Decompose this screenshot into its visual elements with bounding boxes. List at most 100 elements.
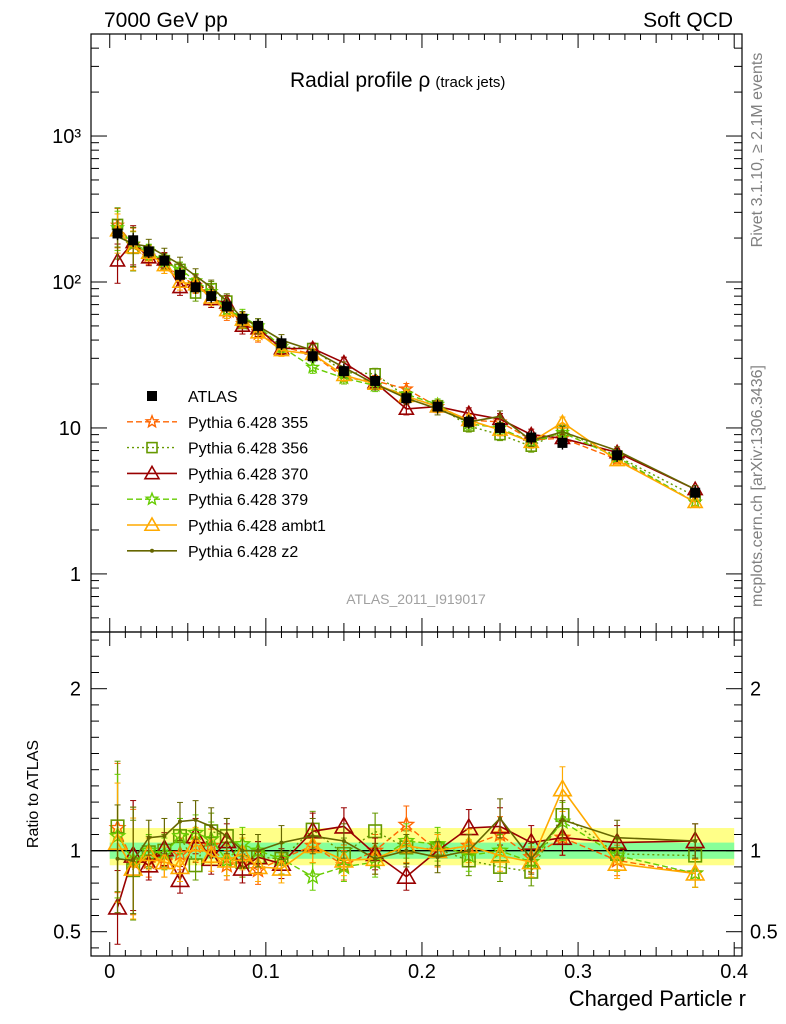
ratio-pythia-6-428-z2-point (404, 848, 409, 853)
header-left: 7000 GeV pp (104, 9, 228, 32)
main-series-group (109, 207, 704, 509)
ratio-pythia-6-428-z2-point (240, 848, 245, 853)
atlas-data-point (190, 282, 201, 293)
x-tick-label: 0.2 (408, 961, 436, 983)
ratio-pythia-6-428-ambt1-point (247, 856, 269, 875)
main-pythia-6-428-z2-point (193, 273, 198, 278)
ratio-pythia-6-428-ambt1-point (333, 850, 355, 868)
atlas-data-point (690, 487, 701, 498)
main-pythia-6-428-z2-line (117, 235, 696, 491)
ratio-pythia-6-428-z2-point (256, 848, 261, 853)
ratio-pythia-6-428-ambt1-point (201, 845, 222, 863)
main-title: Radial profile ρ (track jets) (290, 69, 505, 92)
legend-marker-pythia-6-428-ambt1 (143, 516, 161, 532)
legend-label: Pythia 6.428 355 (188, 415, 308, 432)
ratio-plot-frame (90, 631, 743, 957)
ratio-pythia-6-428-ambt1-point (169, 856, 191, 875)
ratio-pythia-6-428-z2-point (131, 858, 136, 863)
ratio-pythia-6-428-ambt1-point (552, 778, 573, 797)
ratio-pythia-6-428-ambt1-point (489, 845, 511, 863)
legend: ATLAS Pythia 6.428 355 Pythia 6.428 356 Pyt… (127, 389, 326, 561)
ratio-pythia-6-428-z2-point (498, 816, 503, 821)
ratio-pythia-6-428-ambt1-point (154, 851, 175, 870)
atlas-data-point (370, 375, 381, 386)
ratio-pythia-6-428-ambt1-line (116, 787, 696, 875)
ratio-pythia-6-428-370-point (169, 869, 191, 888)
y-tick-label-ratio-right: 2 (750, 679, 761, 701)
legend-marker-pythia-6-428-z2 (150, 548, 154, 553)
ratio-pythia-6-428-z2-point (115, 856, 120, 861)
ratio-pythia-6-428-370-point (107, 897, 128, 915)
ratio-pythia-6-428-z2-point (435, 855, 440, 860)
ratio-pythia-6-428-z2-point (693, 838, 698, 843)
ratio-pythia-6-428-ambt1-point (138, 843, 159, 862)
atlas-data-point (557, 437, 568, 448)
ratio-pythia-6-428-z2-point (177, 819, 182, 824)
main-pythia-6-428-ambt1-point (171, 273, 189, 289)
ratio-pythia-6-428-ambt1-point (606, 853, 628, 872)
legend-entry-pythia-6-428-z2: Pythia 6.428 z2 (127, 544, 298, 561)
atlas-data-point (174, 269, 185, 280)
legend-marker-pythia-6-428-356 (146, 441, 158, 454)
x-tick-labels: 0 0.1 0.2 0.3 0.4 (104, 961, 748, 983)
y-tick-label-main: 10 (59, 418, 81, 440)
legend-marker-pythia-6-428-370 (143, 464, 161, 480)
y-tick-label-ratio-left: 2 (70, 679, 81, 701)
x-axis-label: Charged Particle r (569, 986, 746, 1011)
y-tick-label-ratio-left: 1 (70, 841, 81, 863)
main-subtitle: (track jets) (435, 74, 505, 91)
ratio-pythia-6-428-ambt1-point (185, 833, 206, 852)
ratio-pythia-6-428-370-point (138, 854, 159, 873)
ratio-pythia-6-428-370-point (552, 827, 573, 846)
main-pythia-6-428-z2-point (177, 262, 182, 267)
ratio-pythia-6-428-z2-point (224, 834, 229, 839)
main-pythia-6-428-355-line (116, 224, 696, 503)
atlas-data-point (307, 351, 318, 362)
legend-entry-pythia-6-428-ambt1: Pythia 6.428 ambt1 (127, 516, 326, 535)
ratio-axis-ticks (91, 632, 742, 956)
x-tick-label: 0.3 (564, 961, 592, 983)
atlas-data-point (128, 235, 139, 246)
ratio-pythia-6-428-z2-point (162, 834, 167, 839)
analysis-label: ATLAS_2011_I919017 (346, 591, 486, 607)
atlas-data-point (401, 393, 412, 404)
ratio-pythia-6-428-z2-point (193, 817, 198, 822)
main-title-text: Radial profile ρ (290, 69, 430, 92)
ratio-pythia-6-428-ambt1-point (271, 858, 292, 876)
atlas-data-point (276, 338, 287, 349)
main-pythia-6-428-ambt1-point (686, 493, 704, 509)
legend-label: Pythia 6.428 370 (188, 466, 308, 483)
ratio-pythia-6-428-ambt1-point (685, 863, 706, 881)
y-tick-label-ratio-right: 0.5 (750, 922, 778, 944)
legend-entry-pythia-6-428-356: Pythia 6.428 356 (127, 441, 308, 458)
atlas-data-point (112, 228, 123, 239)
ratio-series-group (107, 760, 706, 945)
y-tick-label-main: 10³ (52, 126, 81, 148)
y-tick-label-ratio-right: 1 (750, 841, 761, 863)
atlas-data-point (206, 291, 217, 302)
legend-marker-atlas (147, 391, 157, 401)
ratio-pythia-6-428-370-point (232, 858, 253, 876)
header-right: Soft QCD (643, 9, 733, 32)
main-pythia-6-428-379-line (116, 227, 696, 503)
legend-label-atlas: ATLAS (188, 389, 238, 406)
atlas-data-point (612, 450, 623, 461)
legend-entry-pythia-6-428-355: Pythia 6.428 355 (127, 413, 308, 432)
main-pythia-6-428-ambt1-point (249, 323, 267, 339)
ratio-pythia-6-428-z2-point (466, 848, 471, 853)
legend-entry-pythia-6-428-379: Pythia 6.428 379 (127, 491, 308, 509)
y-tick-label-main: 10² (52, 272, 81, 294)
x-tick-label: 0 (104, 961, 115, 983)
legend-label: Pythia 6.428 z2 (188, 544, 298, 561)
ratio-pythia-6-428-379-line (116, 820, 696, 878)
ratio-pythia-6-428-z2-point (373, 856, 378, 861)
ratio-pythia-6-428-z2-line (117, 817, 696, 862)
atlas-data-point (253, 320, 264, 331)
main-pythia-6-428-z2-point (209, 285, 214, 290)
main-pythia-6-428-ambt1-point (273, 341, 290, 357)
atlas-data-point (338, 366, 349, 377)
ratio-pythia-6-428-ambt1-point (216, 850, 237, 868)
ratio-pythia-6-428-z2-point (279, 840, 284, 845)
y-tick-label-main: 1 (70, 564, 81, 586)
main-axis-ticks (91, 33, 742, 633)
